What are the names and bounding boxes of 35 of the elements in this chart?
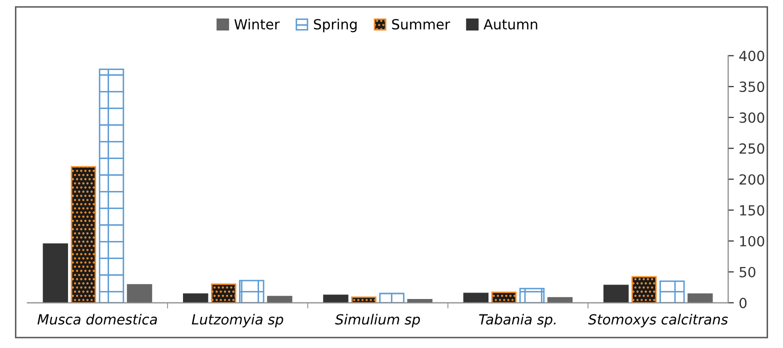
bar: [70, 166, 96, 303]
bar: [98, 68, 124, 303]
bar: [211, 284, 236, 303]
bar: [603, 284, 629, 303]
bar: [660, 280, 685, 303]
legend-label: Spring: [314, 18, 357, 32]
y-tick-label: 350: [740, 82, 764, 92]
y-tick-label: 400: [739, 50, 764, 62]
legend-label: Autumn: [484, 19, 538, 30]
bar: [323, 294, 348, 303]
bar: [491, 292, 517, 303]
bar: [519, 288, 545, 303]
x-tick-label: Tabania sp.: [479, 314, 556, 328]
y-tick-label: 0: [740, 298, 747, 308]
bar: [631, 276, 657, 303]
x-tick-label: Stomoxys calcitrans: [588, 314, 728, 328]
bar: [239, 280, 264, 303]
x-tick-label: Musca domestica: [38, 314, 157, 325]
bar: [379, 292, 404, 303]
legend-label: Winter: [234, 18, 280, 30]
y-tick-label: 50: [740, 266, 756, 278]
bar: [351, 296, 376, 303]
y-tick-label: 250: [740, 143, 764, 154]
bar: [126, 284, 152, 303]
bar: [42, 243, 68, 303]
x-tick-label: Simulium sp: [335, 314, 420, 328]
y-tick-label: 300: [740, 112, 764, 123]
legend-label: Summer: [392, 19, 450, 30]
y-tick-label: 100: [740, 236, 764, 246]
bar: [463, 292, 489, 303]
bar: [688, 293, 713, 303]
x-tick-label: Lutzomyia sp: [192, 314, 284, 328]
y-tick-label: 200: [740, 174, 764, 185]
bar: [182, 293, 208, 303]
y-tick-label: 150: [740, 205, 764, 216]
